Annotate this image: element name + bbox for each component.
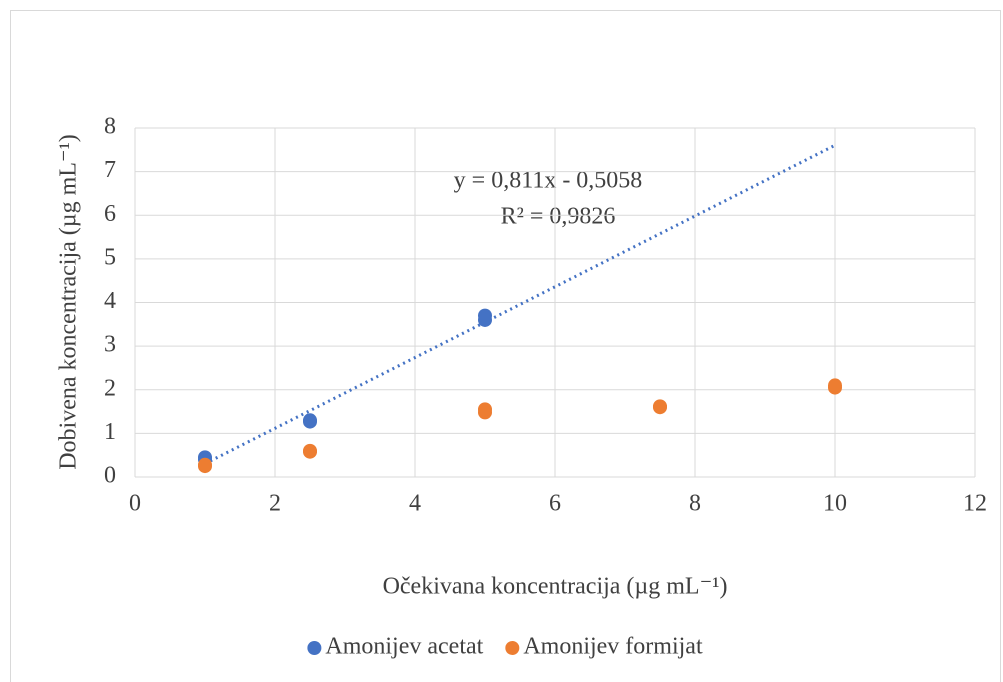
y-axis-label: Dobivena koncentracija (µg mL⁻¹) bbox=[56, 134, 82, 470]
data-point bbox=[198, 457, 212, 472]
y-tick-label: 6 bbox=[104, 201, 116, 227]
data-point bbox=[478, 402, 492, 417]
y-tick-label: 1 bbox=[104, 419, 116, 445]
data-point bbox=[303, 443, 317, 458]
x-tick-label: 12 bbox=[963, 491, 987, 517]
data-point bbox=[303, 413, 317, 428]
y-tick-label: 7 bbox=[104, 157, 116, 183]
data-point bbox=[653, 399, 667, 414]
y-tick-label: 8 bbox=[104, 114, 116, 140]
legend-marker bbox=[505, 641, 520, 655]
y-tick-label: 2 bbox=[104, 375, 116, 401]
trendline bbox=[204, 143, 836, 466]
y-tick-label: 5 bbox=[104, 244, 116, 270]
x-tick-label: 2 bbox=[269, 491, 281, 517]
legend-marker bbox=[307, 641, 322, 655]
trendline-r2: R² = 0,9826 bbox=[501, 204, 616, 230]
y-tick-label: 3 bbox=[104, 332, 116, 358]
y-tick-label: 0 bbox=[104, 463, 116, 489]
x-tick-label: 6 bbox=[549, 491, 561, 517]
y-tick-label: 4 bbox=[104, 288, 116, 314]
x-tick-label: 10 bbox=[823, 491, 847, 517]
x-tick-label: 4 bbox=[409, 491, 421, 517]
x-axis-label: Očekivana koncentracija (µg mL⁻¹) bbox=[383, 574, 728, 600]
x-tick-label: 8 bbox=[689, 491, 701, 517]
data-point bbox=[478, 308, 492, 323]
data-point bbox=[828, 378, 842, 393]
legend-label: Amonijev formijat bbox=[523, 634, 703, 660]
legend-label: Amonijev acetat bbox=[325, 634, 483, 660]
x-tick-label: 0 bbox=[129, 491, 141, 517]
